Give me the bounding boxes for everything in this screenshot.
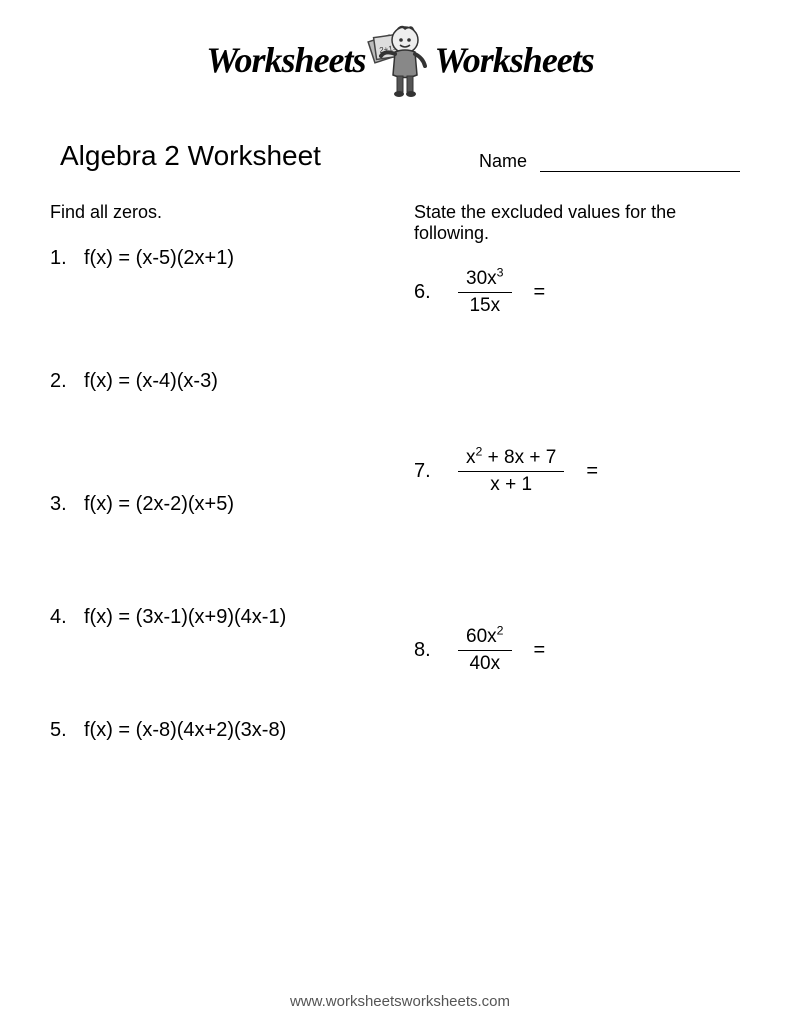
problem-number: 2. (50, 370, 84, 393)
logo-area: Worksheets 2+1= (0, 0, 800, 110)
header-row: Algebra 2 Worksheet Name (0, 110, 800, 182)
fraction: x2 + 8x + 7 x + 1 (458, 447, 564, 496)
problem-number: 3. (50, 493, 84, 516)
fraction: 60x2 40x (458, 626, 512, 675)
denominator: x + 1 (458, 472, 564, 496)
problem-number: 8. (414, 639, 448, 662)
problem-3: 3. f(x) = (2x-2)(x+5) (50, 493, 404, 516)
content-area: Find all zeros. 1. f(x) = (x-5)(2x+1) 2.… (0, 182, 800, 762)
name-blank-line[interactable] (540, 171, 740, 172)
problem-expression: f(x) = (x-4)(x-3) (84, 370, 404, 393)
equals-sign: = (534, 639, 546, 662)
name-label: Name (479, 151, 527, 171)
problem-8: 8. 60x2 40x = (414, 626, 750, 675)
equals-sign: = (586, 460, 598, 483)
fraction: 30x3 15x (458, 268, 512, 317)
mascot-icon: 2+1= (365, 20, 435, 100)
problem-expression: f(x) = (x-5)(2x+1) (84, 247, 404, 270)
logo-word-left: Worksheets (206, 39, 365, 81)
worksheet-title: Algebra 2 Worksheet (60, 140, 321, 172)
problem-number: 1. (50, 247, 84, 270)
equals-sign: = (534, 281, 546, 304)
problem-1: 1. f(x) = (x-5)(2x+1) (50, 247, 404, 270)
problem-2: 2. f(x) = (x-4)(x-3) (50, 370, 404, 393)
numerator: 30x3 (458, 268, 512, 293)
left-instruction: Find all zeros. (50, 202, 404, 223)
numerator: x2 + 8x + 7 (458, 447, 564, 472)
logo-word-right: Worksheets (434, 39, 593, 81)
problem-6: 6. 30x3 15x = (414, 268, 750, 317)
problem-number: 7. (414, 460, 448, 483)
problem-expression: f(x) = (3x-1)(x+9)(4x-1) (84, 606, 404, 629)
right-column: State the excluded values for the follow… (414, 202, 750, 762)
problem-expression: f(x) = (x-8)(4x+2)(3x-8) (84, 719, 404, 742)
problem-number: 5. (50, 719, 84, 742)
denominator: 40x (458, 651, 512, 675)
problem-7: 7. x2 + 8x + 7 x + 1 = (414, 447, 750, 496)
name-field: Name (479, 151, 740, 172)
problem-number: 4. (50, 606, 84, 629)
footer-url: www.worksheetsworksheets.com (0, 993, 800, 1010)
problem-5: 5. f(x) = (x-8)(4x+2)(3x-8) (50, 719, 404, 742)
denominator: 15x (458, 293, 512, 317)
right-instruction: State the excluded values for the follow… (414, 202, 750, 244)
left-column: Find all zeros. 1. f(x) = (x-5)(2x+1) 2.… (50, 202, 414, 762)
problem-4: 4. f(x) = (3x-1)(x+9)(4x-1) (50, 606, 404, 629)
problem-expression: f(x) = (2x-2)(x+5) (84, 493, 404, 516)
problem-number: 6. (414, 281, 448, 304)
numerator: 60x2 (458, 626, 512, 651)
